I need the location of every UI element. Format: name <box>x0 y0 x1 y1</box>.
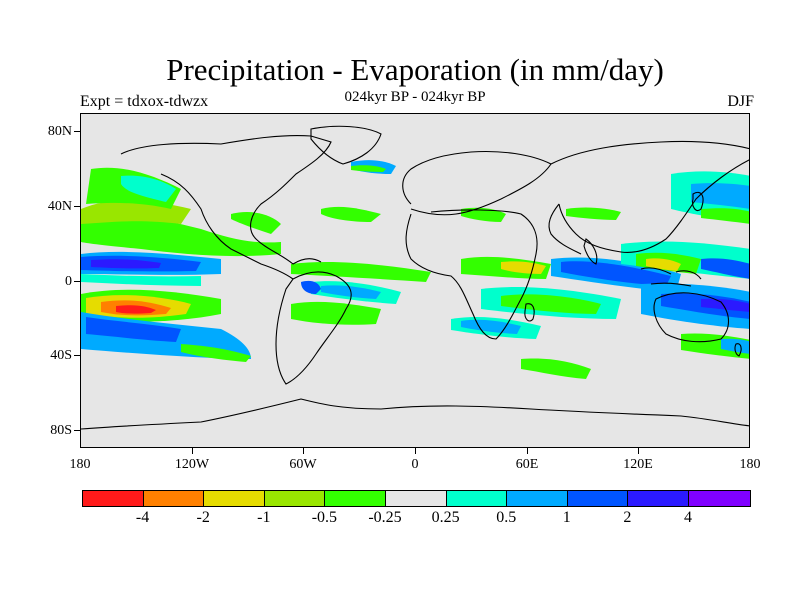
colorbar-box <box>204 491 265 506</box>
map-plot-area <box>80 113 750 448</box>
lon-tick <box>192 448 193 454</box>
experiment-label: Expt = tdxox-tdwzx <box>80 93 209 110</box>
map-title: Precipitation - Evaporation (in mm/day) <box>166 52 664 87</box>
anomaly-region <box>181 344 251 362</box>
anomaly-region <box>561 261 671 286</box>
anomaly-region <box>501 261 546 274</box>
colorbar-box <box>385 491 447 506</box>
anomaly-region <box>231 212 281 234</box>
colorbar-label: -1 <box>257 509 271 526</box>
anomaly-region <box>321 206 381 222</box>
anomaly-region <box>351 165 386 172</box>
colorbar-label: -2 <box>196 509 210 526</box>
colorbar-box <box>143 491 205 506</box>
lat-label-40s: 40S <box>50 348 72 363</box>
colorbar <box>82 490 751 507</box>
colorbar-label: 1 <box>562 509 571 526</box>
anomaly-region <box>461 319 521 334</box>
lon-label-120e: 120E <box>623 457 653 472</box>
coastline <box>550 140 749 253</box>
colorbar-label: 0.5 <box>496 509 517 526</box>
coastline <box>310 125 382 165</box>
colorbar-box <box>83 491 144 506</box>
anomaly-region <box>701 208 749 224</box>
colorbar-label: 4 <box>684 509 692 526</box>
colorbar-label: -0.25 <box>368 509 402 526</box>
coastline <box>405 209 538 340</box>
lon-tick <box>303 448 304 454</box>
anomaly-region <box>301 280 321 294</box>
anomaly-region <box>566 207 621 220</box>
anomaly-region <box>81 274 201 286</box>
colorbar-box <box>688 491 750 506</box>
coastline <box>734 343 742 357</box>
anomaly-region <box>701 258 749 279</box>
lon-label-60w: 60W <box>289 457 317 472</box>
colorbar-label: -4 <box>135 509 150 526</box>
coastline <box>402 150 552 216</box>
map-subtitle: 024kyr BP - 024kyr BP <box>344 89 486 105</box>
coastline <box>524 303 535 322</box>
colorbar-box <box>507 491 568 506</box>
anomaly-region <box>501 294 601 314</box>
lon-label-180e: 180 <box>739 457 761 472</box>
anomaly-region <box>521 358 591 379</box>
anomaly-region <box>121 175 176 202</box>
coastlines <box>81 125 749 430</box>
coastline <box>81 398 749 430</box>
lon-tick <box>527 448 528 454</box>
colorbar-label: 2 <box>623 509 632 526</box>
colorbar-box <box>628 491 689 506</box>
lon-tick <box>415 448 416 454</box>
anomaly-region <box>116 305 156 314</box>
coastline <box>275 271 352 385</box>
coastline <box>692 191 704 212</box>
coastline <box>548 203 582 255</box>
coastline <box>120 135 332 265</box>
season-label: DJF <box>727 93 754 110</box>
anomaly-region <box>291 301 381 325</box>
lat-label-0: 0 <box>65 274 72 289</box>
coastline <box>653 292 730 343</box>
lat-tick <box>74 206 80 207</box>
anomaly-region <box>81 216 281 257</box>
lon-label-60e: 60E <box>515 457 539 472</box>
anomaly-region <box>291 261 431 282</box>
lon-label-180w: 180 <box>69 457 91 472</box>
colorbar-box <box>567 491 629 506</box>
colorbar-box <box>325 491 386 506</box>
lat-label-40n: 40N <box>47 199 72 214</box>
lon-label-120w: 120W <box>174 457 210 472</box>
coastline <box>640 267 702 287</box>
lat-label-80n: 80N <box>47 124 72 139</box>
coastline <box>583 238 598 265</box>
lat-tick <box>74 281 80 282</box>
colorbar-label: -0.5 <box>311 509 338 526</box>
colorbar-box <box>264 491 326 506</box>
lat-tick <box>74 355 80 356</box>
colorbar-label: 0.25 <box>431 509 460 526</box>
anomaly-region <box>86 317 181 342</box>
anomaly-region <box>701 298 749 312</box>
colorbar-box <box>446 491 508 506</box>
anomaly-region <box>81 200 191 224</box>
anomaly-region <box>461 207 506 222</box>
anomaly-region <box>91 259 161 269</box>
lat-label-80s: 80S <box>50 423 72 438</box>
lat-tick <box>74 430 80 431</box>
anomaly-fields <box>81 160 749 379</box>
lon-tick <box>638 448 639 454</box>
lon-label-0: 0 <box>411 457 419 472</box>
lat-tick <box>74 131 80 132</box>
coastline <box>160 173 294 280</box>
precipitation-map-svg <box>81 125 749 430</box>
